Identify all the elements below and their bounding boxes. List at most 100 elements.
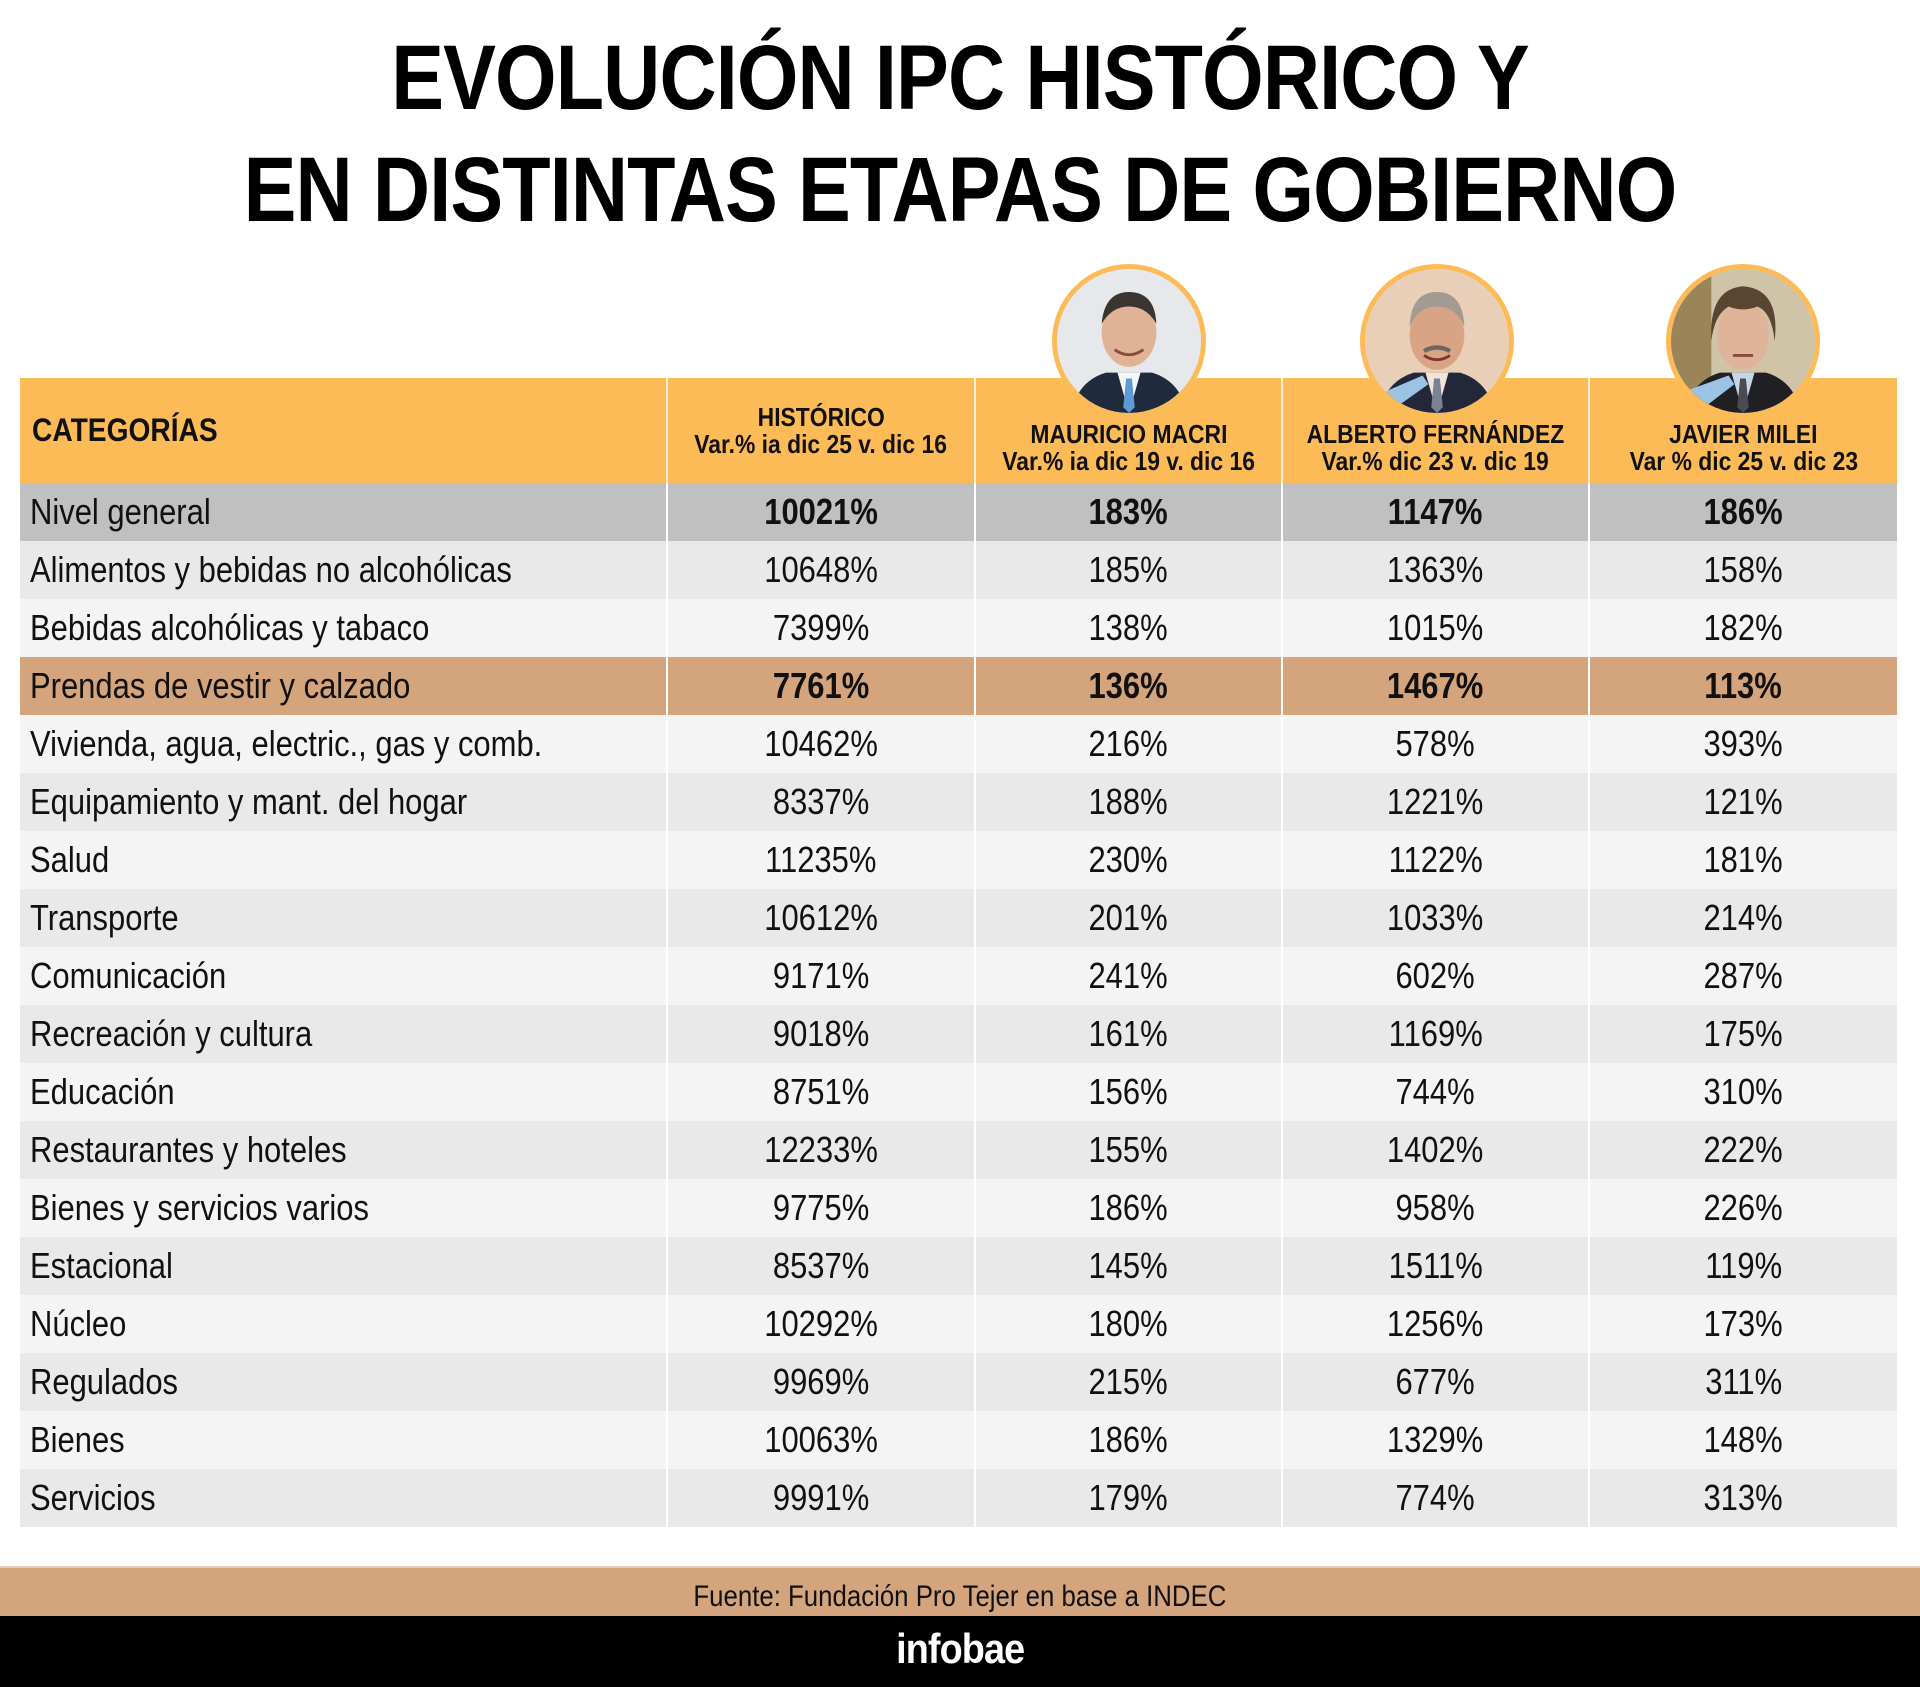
- row-label: Vivienda, agua, electric., gas y comb.: [20, 715, 668, 773]
- row-label: Núcleo: [20, 1295, 668, 1353]
- value-milei: 121%: [1703, 781, 1784, 822]
- value-historico: 8537%: [668, 1237, 976, 1295]
- row-label: Estacional: [20, 1237, 668, 1295]
- value-macri: 136%: [976, 657, 1283, 715]
- value-milei: 148%: [1703, 1419, 1784, 1460]
- value-fernandez: 1169%: [1283, 1005, 1590, 1063]
- brand-bar: infobae: [0, 1616, 1920, 1687]
- value-historico: 7399%: [668, 599, 976, 657]
- person-photo-icon: [1671, 269, 1815, 413]
- row-label: Transporte: [20, 889, 668, 947]
- table-row: Vivienda, agua, electric., gas y comb. 10…: [20, 715, 1897, 773]
- value-macri: 155%: [976, 1121, 1283, 1179]
- value-macri: 230%: [976, 831, 1283, 889]
- value-fernandez: 744%: [1283, 1063, 1590, 1121]
- value-macri: 188%: [976, 773, 1283, 831]
- value-historico: 10292%: [668, 1295, 976, 1353]
- value-milei: 119%: [1705, 1245, 1782, 1286]
- value-historico: 9775%: [668, 1179, 976, 1237]
- value-milei: 175%: [1703, 1013, 1784, 1054]
- table-row: Salud 11235% 230% 1122% 181%: [20, 831, 1897, 889]
- value-macri: 156%: [976, 1063, 1283, 1121]
- title-line-2: EN DISTINTAS ETAPAS DE GOBIERNO: [243, 139, 1678, 241]
- value-milei: 310%: [1703, 1071, 1784, 1112]
- value-fernandez: 1256%: [1283, 1295, 1590, 1353]
- value-milei: 182%: [1703, 607, 1784, 648]
- value-milei: 222%: [1703, 1129, 1784, 1170]
- table-row: Restaurantes y hoteles 12233% 155% 1402% 222…: [20, 1121, 1897, 1179]
- value-historico: 10648%: [668, 541, 976, 599]
- value-historico: 11235%: [668, 831, 976, 889]
- value-fernandez: 1015%: [1283, 599, 1590, 657]
- header-categorias: CATEGORÍAS: [20, 378, 668, 483]
- row-label: Salud: [20, 831, 668, 889]
- value-historico: 7761%: [668, 657, 976, 715]
- portrait-mauricio-macri: [1052, 264, 1206, 418]
- portrait-javier-milei: [1666, 264, 1820, 418]
- value-milei: 186%: [1703, 491, 1784, 532]
- value-macri: 183%: [976, 483, 1283, 541]
- row-label: Bienes y servicios varios: [20, 1179, 668, 1237]
- value-historico: 9171%: [668, 947, 976, 1005]
- table-body: Nivel general 10021% 183% 1147% 186% Alimento…: [20, 483, 1897, 1527]
- row-label: Restaurantes y hoteles: [20, 1121, 668, 1179]
- value-historico: 12233%: [668, 1121, 976, 1179]
- value-historico: 10063%: [668, 1411, 976, 1469]
- value-historico: 8337%: [668, 773, 976, 831]
- value-fernandez: 602%: [1283, 947, 1590, 1005]
- header-milei: JAVIER MILEI Var % dic 25 v. dic 23: [1629, 419, 1858, 476]
- value-macri: 185%: [976, 541, 1283, 599]
- person-photo-icon: [1057, 269, 1201, 413]
- table-row: Regulados 9969% 215% 677% 311%: [20, 1353, 1897, 1411]
- table-row: Alimentos y bebidas no alcohólicas 10648%…: [20, 541, 1897, 599]
- value-macri: 145%: [976, 1237, 1283, 1295]
- person-photo-icon: [1365, 269, 1509, 413]
- table-row: Bebidas alcohólicas y tabaco 7399% 138% 101…: [20, 599, 1897, 657]
- value-fernandez: 958%: [1283, 1179, 1590, 1237]
- value-milei: 287%: [1703, 955, 1784, 996]
- value-fernandez: 1329%: [1283, 1411, 1590, 1469]
- value-macri: 161%: [976, 1005, 1283, 1063]
- value-macri: 180%: [976, 1295, 1283, 1353]
- table-row: Servicios 9991% 179% 774% 313%: [20, 1469, 1897, 1527]
- value-fernandez: 677%: [1283, 1353, 1590, 1411]
- table-row: Núcleo 10292% 180% 1256% 173%: [20, 1295, 1897, 1353]
- value-macri: 138%: [976, 599, 1283, 657]
- table-row: Comunicación 9171% 241% 602% 287%: [20, 947, 1897, 1005]
- value-fernandez: 1363%: [1283, 541, 1590, 599]
- value-macri: 179%: [976, 1469, 1283, 1527]
- value-milei: 173%: [1703, 1303, 1784, 1344]
- value-historico: 10021%: [668, 483, 976, 541]
- value-historico: 8751%: [668, 1063, 976, 1121]
- row-label: Equipamiento y mant. del hogar: [20, 773, 668, 831]
- ipc-table: CATEGORÍAS HISTÓRICO Var.% ia dic 25 v. …: [20, 378, 1897, 1527]
- value-macri: 201%: [976, 889, 1283, 947]
- table-row: Estacional 8537% 145% 1511% 119%: [20, 1237, 1897, 1295]
- value-historico: 9991%: [668, 1469, 976, 1527]
- row-label: Regulados: [20, 1353, 668, 1411]
- value-fernandez: 774%: [1283, 1469, 1590, 1527]
- row-label: Prendas de vestir y calzado: [20, 657, 668, 715]
- table-row: Bienes 10063% 186% 1329% 148%: [20, 1411, 1897, 1469]
- value-milei: 226%: [1703, 1187, 1784, 1228]
- value-milei: 181%: [1703, 839, 1784, 880]
- row-label: Bienes: [20, 1411, 668, 1469]
- value-fernandez: 1511%: [1283, 1237, 1590, 1295]
- value-milei: 214%: [1703, 897, 1784, 938]
- value-macri: 241%: [976, 947, 1283, 1005]
- table-row: Equipamiento y mant. del hogar 8337% 188% 1…: [20, 773, 1897, 831]
- table-row: Recreación y cultura 9018% 161% 1169% 175%: [20, 1005, 1897, 1063]
- row-label: Alimentos y bebidas no alcohólicas: [20, 541, 668, 599]
- value-macri: 216%: [976, 715, 1283, 773]
- value-macri: 215%: [976, 1353, 1283, 1411]
- value-milei: 113%: [1704, 665, 1783, 706]
- row-label: Recreación y cultura: [20, 1005, 668, 1063]
- value-milei: 313%: [1703, 1477, 1784, 1518]
- value-macri: 186%: [976, 1179, 1283, 1237]
- value-milei: 158%: [1703, 549, 1784, 590]
- page-title: EVOLUCIÓN IPC HISTÓRICO Y EN DISTINTAS E…: [134, 22, 1785, 246]
- title-line-1: EVOLUCIÓN IPC HISTÓRICO Y: [391, 27, 1529, 129]
- table-row: Educación 8751% 156% 744% 310%: [20, 1063, 1897, 1121]
- header-macri: MAURICIO MACRI Var.% ia dic 19 v. dic 16: [976, 378, 1283, 483]
- value-historico: 9969%: [668, 1353, 976, 1411]
